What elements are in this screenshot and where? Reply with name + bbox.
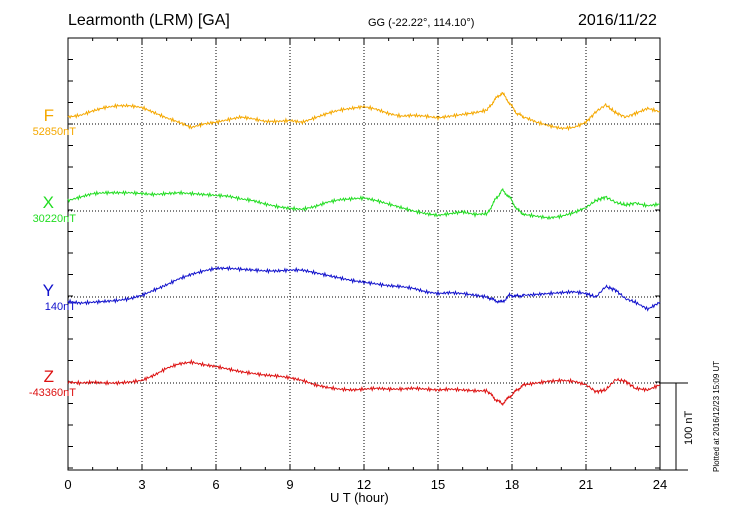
channel-baseline-z: -43360nT [28, 387, 76, 399]
x-tick-label: 24 [653, 477, 667, 492]
channel-baseline-y: 140nT [44, 301, 76, 313]
plotted-timestamp: Plotted at 2016/12/23 15:09 UT [712, 360, 721, 472]
chart-title: Learmonth (LRM) [GA] [68, 12, 230, 29]
channel-name-y: Y [42, 281, 54, 300]
x-tick-label: 9 [286, 477, 293, 492]
x-axis-label: U T (hour) [330, 490, 389, 505]
series-line-y [67, 265, 661, 312]
x-tick-label: 3 [138, 477, 145, 492]
channel-label-z: Z -43360nT [6, 367, 76, 399]
x-tick-label: 15 [431, 477, 445, 492]
scale-bar-label: 100 nT [683, 410, 695, 445]
channel-label-y: Y 140nT [6, 281, 76, 313]
x-tick-label: 21 [579, 477, 593, 492]
station-coordinates: GG (-22.22°, 114.10°) [368, 17, 475, 29]
x-tick-label: 18 [505, 477, 519, 492]
x-tick-label: 12 [357, 477, 371, 492]
channel-label-f: F 52850nT [6, 106, 76, 138]
series-line-f [67, 91, 661, 132]
channel-baseline-x: 30220nT [32, 213, 76, 225]
series-line-x [67, 187, 661, 221]
channel-label-x: X 30220nT [6, 193, 76, 225]
chart-date: 2016/11/22 [578, 12, 657, 29]
series-line-z [67, 358, 661, 407]
x-tick-label: 6 [212, 477, 219, 492]
channel-name-f: F [43, 106, 54, 125]
channel-baseline-f: 52850nT [32, 126, 76, 138]
channel-name-z: Z [43, 367, 54, 386]
channel-name-x: X [42, 193, 54, 212]
x-tick-label: 0 [64, 477, 71, 492]
